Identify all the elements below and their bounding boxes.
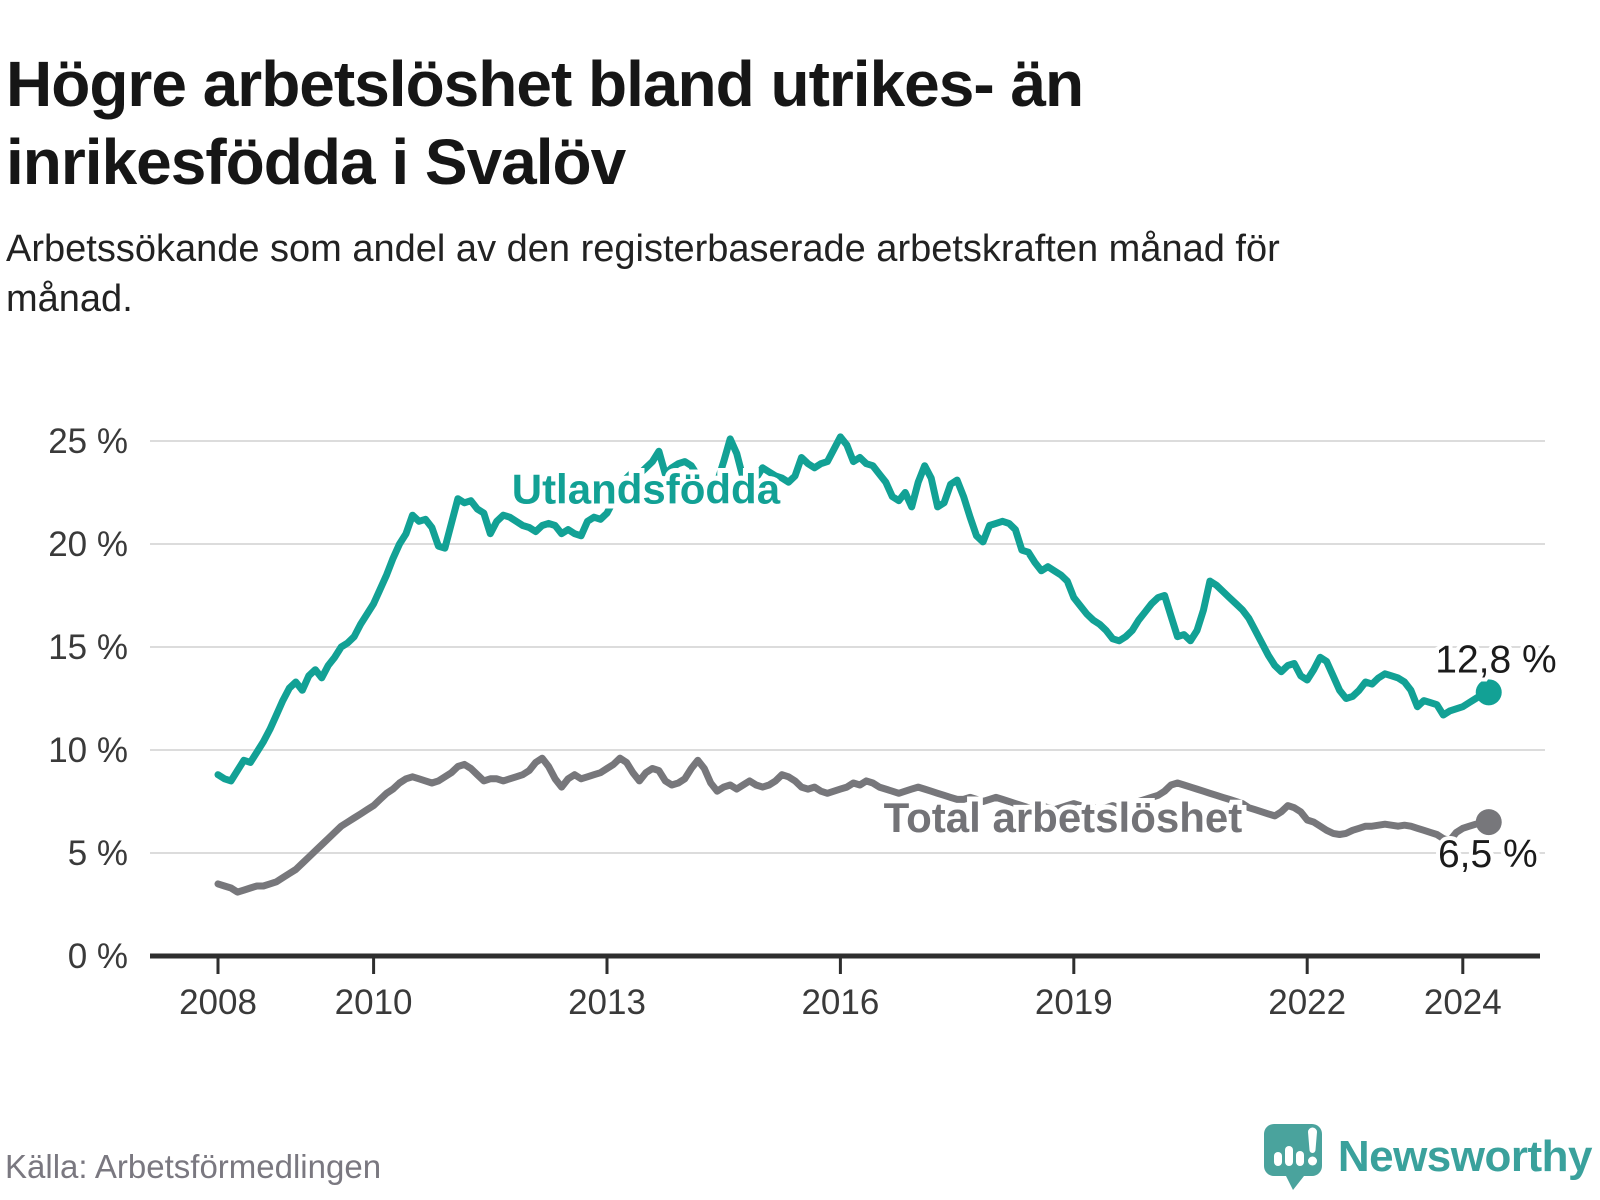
svg-text:Utlandsfödda: Utlandsfödda bbox=[512, 465, 781, 512]
x-axis-ticks bbox=[216, 958, 1465, 974]
svg-text:20 %: 20 % bbox=[48, 525, 128, 564]
svg-text:25 %: 25 % bbox=[48, 422, 128, 461]
newsworthy-icon bbox=[1263, 1124, 1322, 1190]
svg-text:0 %: 0 % bbox=[68, 937, 128, 976]
brand-name: Newsworthy bbox=[1337, 1132, 1593, 1181]
page-subtitle: Arbetssökande som andel av den registerb… bbox=[6, 228, 1280, 321]
svg-text:Total arbetslöshet: Total arbetslöshet bbox=[884, 794, 1243, 841]
end-dots bbox=[1475, 679, 1502, 836]
svg-text:5 %: 5 % bbox=[68, 834, 128, 873]
source-note: Källa: Arbetsförmedlingen bbox=[5, 1148, 382, 1185]
series-labels: Utlandsfödda Total arbetslöshet bbox=[507, 460, 1247, 846]
gridlines bbox=[150, 440, 1545, 854]
svg-text:15 %: 15 % bbox=[48, 628, 128, 667]
svg-text:2010: 2010 bbox=[335, 983, 413, 1022]
svg-text:2022: 2022 bbox=[1268, 983, 1346, 1022]
svg-text:2013: 2013 bbox=[568, 983, 646, 1022]
page-title: Högre arbetslöshet bland utrikes- än inr… bbox=[6, 47, 1084, 198]
svg-text:6,5 %: 6,5 % bbox=[1438, 833, 1538, 876]
svg-text:10 %: 10 % bbox=[48, 731, 128, 770]
svg-text:2008: 2008 bbox=[179, 983, 257, 1022]
svg-text:2024: 2024 bbox=[1424, 983, 1502, 1022]
svg-text:12,8 %: 12,8 % bbox=[1435, 638, 1556, 681]
x-axis-labels: 2008 2010 2013 2016 2019 2022 2024 bbox=[179, 983, 1502, 1022]
brand-logo: Newsworthy bbox=[1262, 1122, 1593, 1192]
end-value-labels: 12,8 % 6,5 % bbox=[1431, 634, 1560, 880]
series-lines bbox=[214, 433, 1493, 896]
svg-text:2019: 2019 bbox=[1035, 983, 1113, 1022]
y-axis-labels: 0 % 5 % 10 % 15 % 20 % 25 % bbox=[48, 422, 128, 976]
svg-text:2016: 2016 bbox=[801, 983, 879, 1022]
